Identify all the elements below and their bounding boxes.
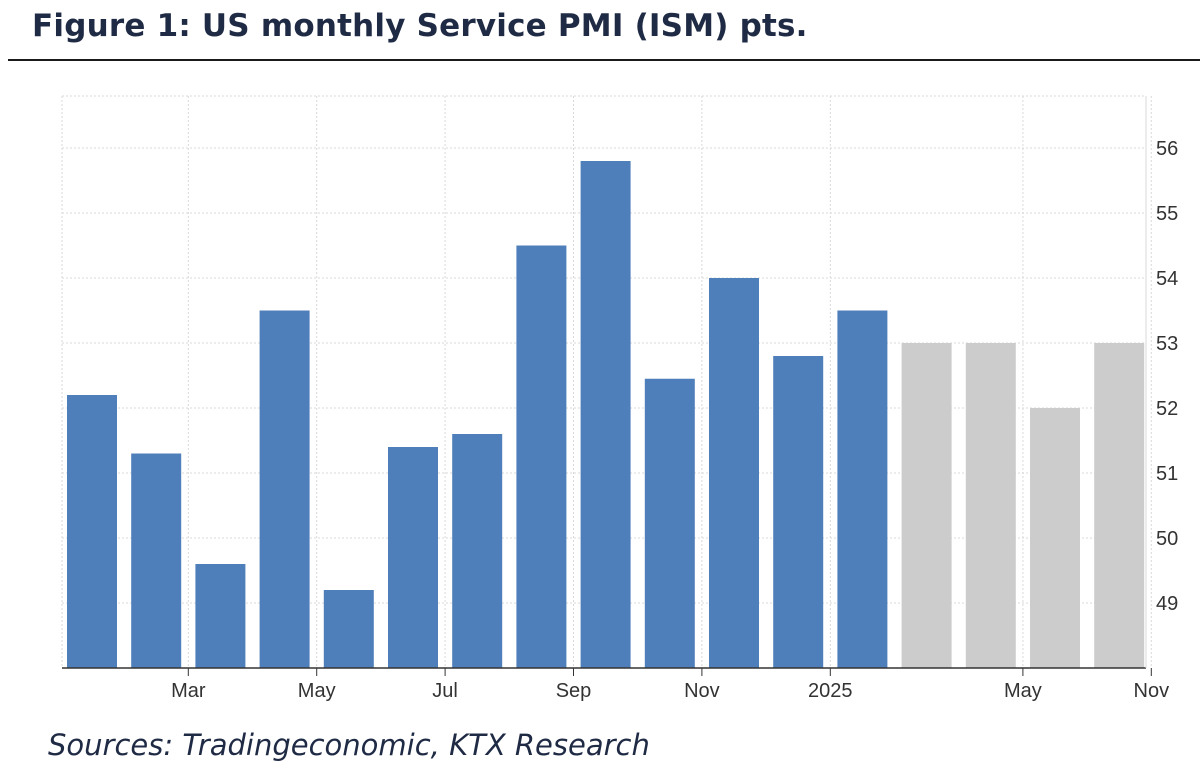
forecast-bar bbox=[965, 343, 1016, 668]
y-tick-label: 50 bbox=[1156, 528, 1178, 550]
y-tick-label: 56 bbox=[1156, 138, 1178, 160]
x-tick-label: Mar bbox=[171, 680, 206, 702]
x-tick-label: Sep bbox=[556, 680, 592, 702]
title-divider bbox=[8, 59, 1200, 61]
forecast-bar bbox=[1030, 408, 1080, 668]
source-note: Sources: Tradingeconomic, KTX Research bbox=[48, 728, 650, 762]
forecast-bar bbox=[901, 343, 952, 668]
x-tick-label: May bbox=[298, 680, 336, 702]
bars bbox=[67, 161, 1145, 668]
actual-bar bbox=[452, 434, 503, 668]
actual-bar bbox=[516, 245, 567, 668]
actual-bar bbox=[773, 356, 824, 668]
x-tick-label: May bbox=[1004, 680, 1042, 702]
x-tick-label: Nov bbox=[1134, 680, 1170, 702]
actual-bar bbox=[388, 447, 438, 668]
y-tick-label: 51 bbox=[1156, 463, 1178, 485]
y-tick-label: 52 bbox=[1156, 398, 1178, 420]
y-tick-label: 55 bbox=[1156, 203, 1178, 225]
actual-bar bbox=[67, 395, 117, 668]
x-tick-label: 2025 bbox=[808, 680, 853, 702]
actual-bar bbox=[709, 278, 759, 668]
actual-bar bbox=[837, 310, 888, 668]
axes: 49 50 51 52 53 54 55 56 Mar May Jul Sep Nov 2025 May No… bbox=[62, 96, 1178, 702]
x-tick-label: Nov bbox=[684, 680, 720, 702]
y-tick-label: 49 bbox=[1156, 593, 1178, 615]
chart-title: Figure 1: US monthly Service PMI (ISM) p… bbox=[32, 8, 808, 44]
actual-bar bbox=[131, 453, 182, 668]
actual-bar bbox=[323, 590, 374, 668]
actual-bar bbox=[195, 564, 246, 668]
y-tick-label: 53 bbox=[1156, 333, 1178, 355]
actual-bar bbox=[580, 161, 631, 668]
actual-bar bbox=[644, 378, 695, 668]
x-tick-label: Jul bbox=[432, 680, 458, 702]
actual-bar bbox=[259, 310, 310, 668]
y-tick-label: 54 bbox=[1156, 268, 1178, 290]
forecast-bar bbox=[1094, 343, 1145, 668]
